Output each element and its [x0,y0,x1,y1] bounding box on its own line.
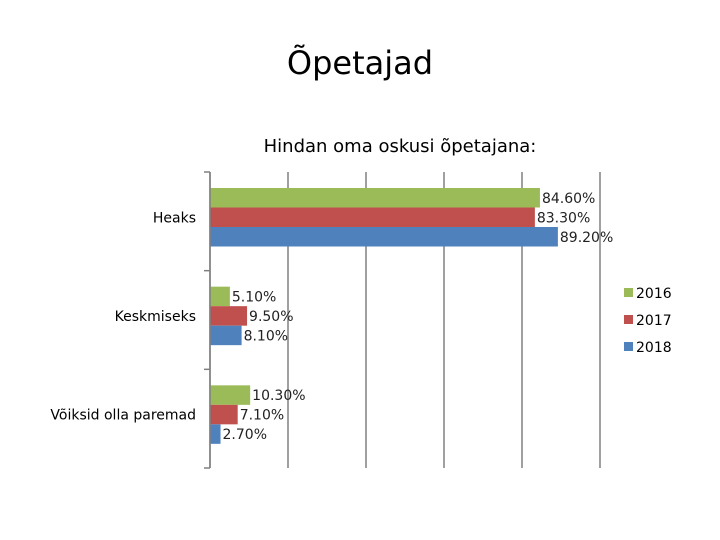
bar-2017-1 [210,306,248,326]
data-label-2017-2: 7.10% [240,408,284,424]
data-label-2018-1: 8.10% [244,328,288,344]
data-label-2017-1: 9.50% [249,309,293,325]
bar-2017-2 [210,404,238,425]
bar-2016-0 [210,188,540,208]
data-label-2016-2: 10.30% [252,388,305,404]
bar-2018-0 [210,227,558,247]
legend-swatch-2018 [624,342,633,351]
bar-2017-0 [210,207,535,227]
data-label-2018-0: 89.20% [560,230,613,246]
legend-label-2017: 2017 [636,313,672,329]
bar-2016-2 [210,385,251,405]
data-label-2017-0: 83.30% [537,210,590,226]
bar-2016-1 [210,286,230,307]
slide-title: Õpetajad [286,44,434,82]
legend-label-2018: 2018 [636,340,672,356]
legend-swatch-2016 [624,288,633,297]
data-label-2016-0: 84.60% [542,191,595,207]
legend-swatch-2017 [624,315,633,324]
category-label: Võiksid olla paremad [50,408,196,424]
category-label: Heaks [153,210,196,226]
chart-title: Hindan oma oskusi õpetajana: [263,136,537,157]
bar-2018-1 [210,325,242,346]
data-label-2018-2: 2.70% [223,427,267,443]
bar-2018-2 [210,424,221,444]
category-label: Keskmiseks [115,309,196,325]
legend-label-2016: 2016 [636,286,672,302]
data-label-2016-1: 5.10% [232,289,276,305]
